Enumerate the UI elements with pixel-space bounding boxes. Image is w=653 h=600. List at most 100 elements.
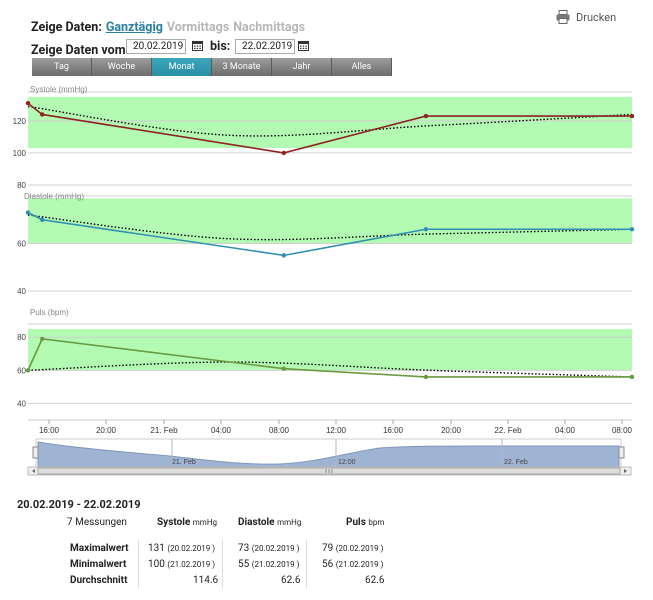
summary-range: 20.02.2019 - 22.02.2019 (17, 498, 141, 511)
x-axis-tick-label: 16:00 (383, 426, 404, 435)
navigator-tick-label: 12:00 (338, 459, 356, 466)
row-max-puls: 79 (20.02.2019 ) (322, 543, 383, 554)
summary-divider-3 (306, 540, 307, 588)
diastole-point (25, 210, 31, 215)
row-max-systole-date: (20.02.2019 ) (167, 544, 216, 553)
navigator-left-handle[interactable] (32, 446, 39, 459)
puls-y-tick: 80 (17, 333, 26, 342)
printer-icon (556, 10, 570, 24)
range-button-jahr[interactable]: Jahr (272, 58, 332, 76)
puls-y-tick: 60 (17, 366, 26, 375)
diastole-trend-line (27, 214, 633, 241)
range-button-tag[interactable]: Tag (32, 58, 92, 76)
puls-axis-title: Puls (bpm) (30, 308, 69, 317)
summary-count: 7 Messungen (67, 517, 127, 528)
bis-label: bis: (210, 39, 231, 54)
diastole-axis-title: Diastole (mmHg) (24, 192, 84, 201)
row-min-puls-date: (21.02.2019 ) (335, 560, 384, 569)
col-puls-unit: bpm (368, 518, 385, 527)
systole-y-tick: 120 (13, 117, 27, 126)
diastole-y-tick: 60 (17, 240, 26, 249)
diastole-normal-band (28, 198, 632, 244)
mode-vormittags[interactable]: Vormittags (166, 20, 230, 35)
row-min-systole-date: (21.02.2019 ) (167, 560, 216, 569)
x-axis-tick-label: 12:00 (326, 426, 347, 435)
summary-divider-2 (222, 540, 223, 588)
scroll-right-arrow-icon (624, 469, 627, 473)
range-button-bar: Tag Woche Monat 3 Monate Jahr Alles (32, 58, 392, 76)
puls-point (40, 336, 45, 342)
col-header-diastole: Diastole mmHg (238, 517, 301, 528)
row-avg-diastole: 62.6 (281, 575, 301, 586)
systole-point (423, 113, 429, 119)
systole-normal-band (28, 96, 632, 149)
from-date-input[interactable]: 20.02.2019 (126, 39, 186, 54)
col-diastole-label: Diastole (238, 517, 275, 528)
print-button[interactable]: Drucken (556, 10, 616, 24)
x-axis-tick-label: 22. Feb (494, 426, 522, 435)
systole-point (25, 101, 31, 106)
row-max-puls-date: (20.02.2019 ) (335, 544, 384, 553)
navigator-right-handle[interactable] (618, 446, 625, 459)
row-avg-puls: 62.6 (365, 575, 385, 586)
scroll-grip-icon (325, 469, 333, 473)
diastole-point (40, 217, 45, 222)
col-header-systole: Systole mmHg (157, 517, 217, 528)
scroll-left-arrow-icon (32, 469, 35, 473)
row-avg-label: Durchschnitt (70, 575, 128, 586)
puls-point (629, 374, 635, 380)
x-axis-tick-label: 21. Feb (150, 426, 178, 435)
x-axis-tick-label: 04:00 (555, 426, 576, 435)
puls-panel: 80 60 40 Puls (bpm) (17, 308, 635, 408)
row-min-systole: 100 (21.02.2019 ) (148, 559, 215, 570)
diastole-y-tick: 40 (17, 287, 26, 296)
col-systole-label: Systole (157, 517, 191, 528)
from-calendar-icon[interactable] (192, 40, 203, 51)
mode-nachmittags[interactable]: Nachmittags (233, 20, 306, 35)
row-max-puls-value: 79 (322, 543, 334, 554)
diastole-panel: 60 40 Diastole (mmHg) (17, 192, 635, 296)
zeige-daten-label: Zeige Daten: (31, 20, 102, 35)
row-min-systole-value: 100 (148, 559, 165, 570)
range-button-alles[interactable]: Alles (332, 58, 392, 76)
systole-panel: 120 100 80 Systole (mmHg) (13, 85, 635, 190)
to-calendar-icon[interactable] (298, 40, 309, 51)
systole-y-tick: 80 (17, 181, 26, 190)
to-date-input[interactable]: 22.02.2019 (235, 39, 295, 54)
puls-point (25, 368, 31, 373)
row-min-diastole-date: (21.02.2019 ) (251, 560, 300, 569)
systole-y-tick: 100 (13, 149, 27, 158)
range-button-3-monate[interactable]: 3 Monate (212, 58, 272, 76)
row-min-diastole-value: 55 (238, 559, 250, 570)
col-diastole-unit: mmHg (277, 518, 302, 527)
col-puls-label: Puls (346, 517, 366, 528)
row-min-diastole: 55 (21.02.2019 ) (238, 559, 299, 570)
x-axis-tick-label: 16:00 (39, 426, 60, 435)
x-axis-tick-label: 08:00 (612, 426, 633, 435)
x-axis-tick-label: 08:00 (269, 426, 290, 435)
navigator-tick-label: 22. Feb (504, 459, 528, 466)
mode-row: Zeige Daten: Ganztägig Vormittags Nachmi… (31, 16, 305, 35)
row-max-diastole-value: 73 (238, 543, 250, 554)
systole-point (281, 150, 287, 156)
systole-point (40, 112, 45, 117)
row-max-diastole-date: (20.02.2019 ) (251, 544, 300, 553)
col-systole-unit: mmHg (192, 518, 218, 527)
diastole-point (281, 253, 287, 258)
row-min-puls: 56 (21.02.2019 ) (322, 559, 383, 570)
row-min-label: Minimalwert (70, 559, 127, 570)
puls-trend-line (27, 361, 633, 378)
row-avg-systole: 114.6 (193, 575, 219, 586)
x-axis-tick-label: 04:00 (211, 426, 232, 435)
mode-ganztaegig[interactable]: Ganztägig (105, 20, 163, 35)
range-button-monat[interactable]: Monat (152, 58, 212, 76)
puls-point (281, 366, 287, 371)
vom-label: Zeige Daten vom: (31, 43, 130, 58)
date-range-row: Zeige Daten vom: (31, 39, 129, 58)
range-button-woche[interactable]: Woche (92, 58, 152, 76)
diastole-point (629, 227, 635, 232)
blood-pressure-chart: 120 100 80 Systole (mmHg) 60 40 Diastole (mmHg… (13, 85, 635, 476)
navigator-tick-label: 21. Feb (172, 459, 196, 466)
col-header-puls: Puls bpm (346, 517, 384, 528)
navigator-series-area (37, 441, 620, 468)
